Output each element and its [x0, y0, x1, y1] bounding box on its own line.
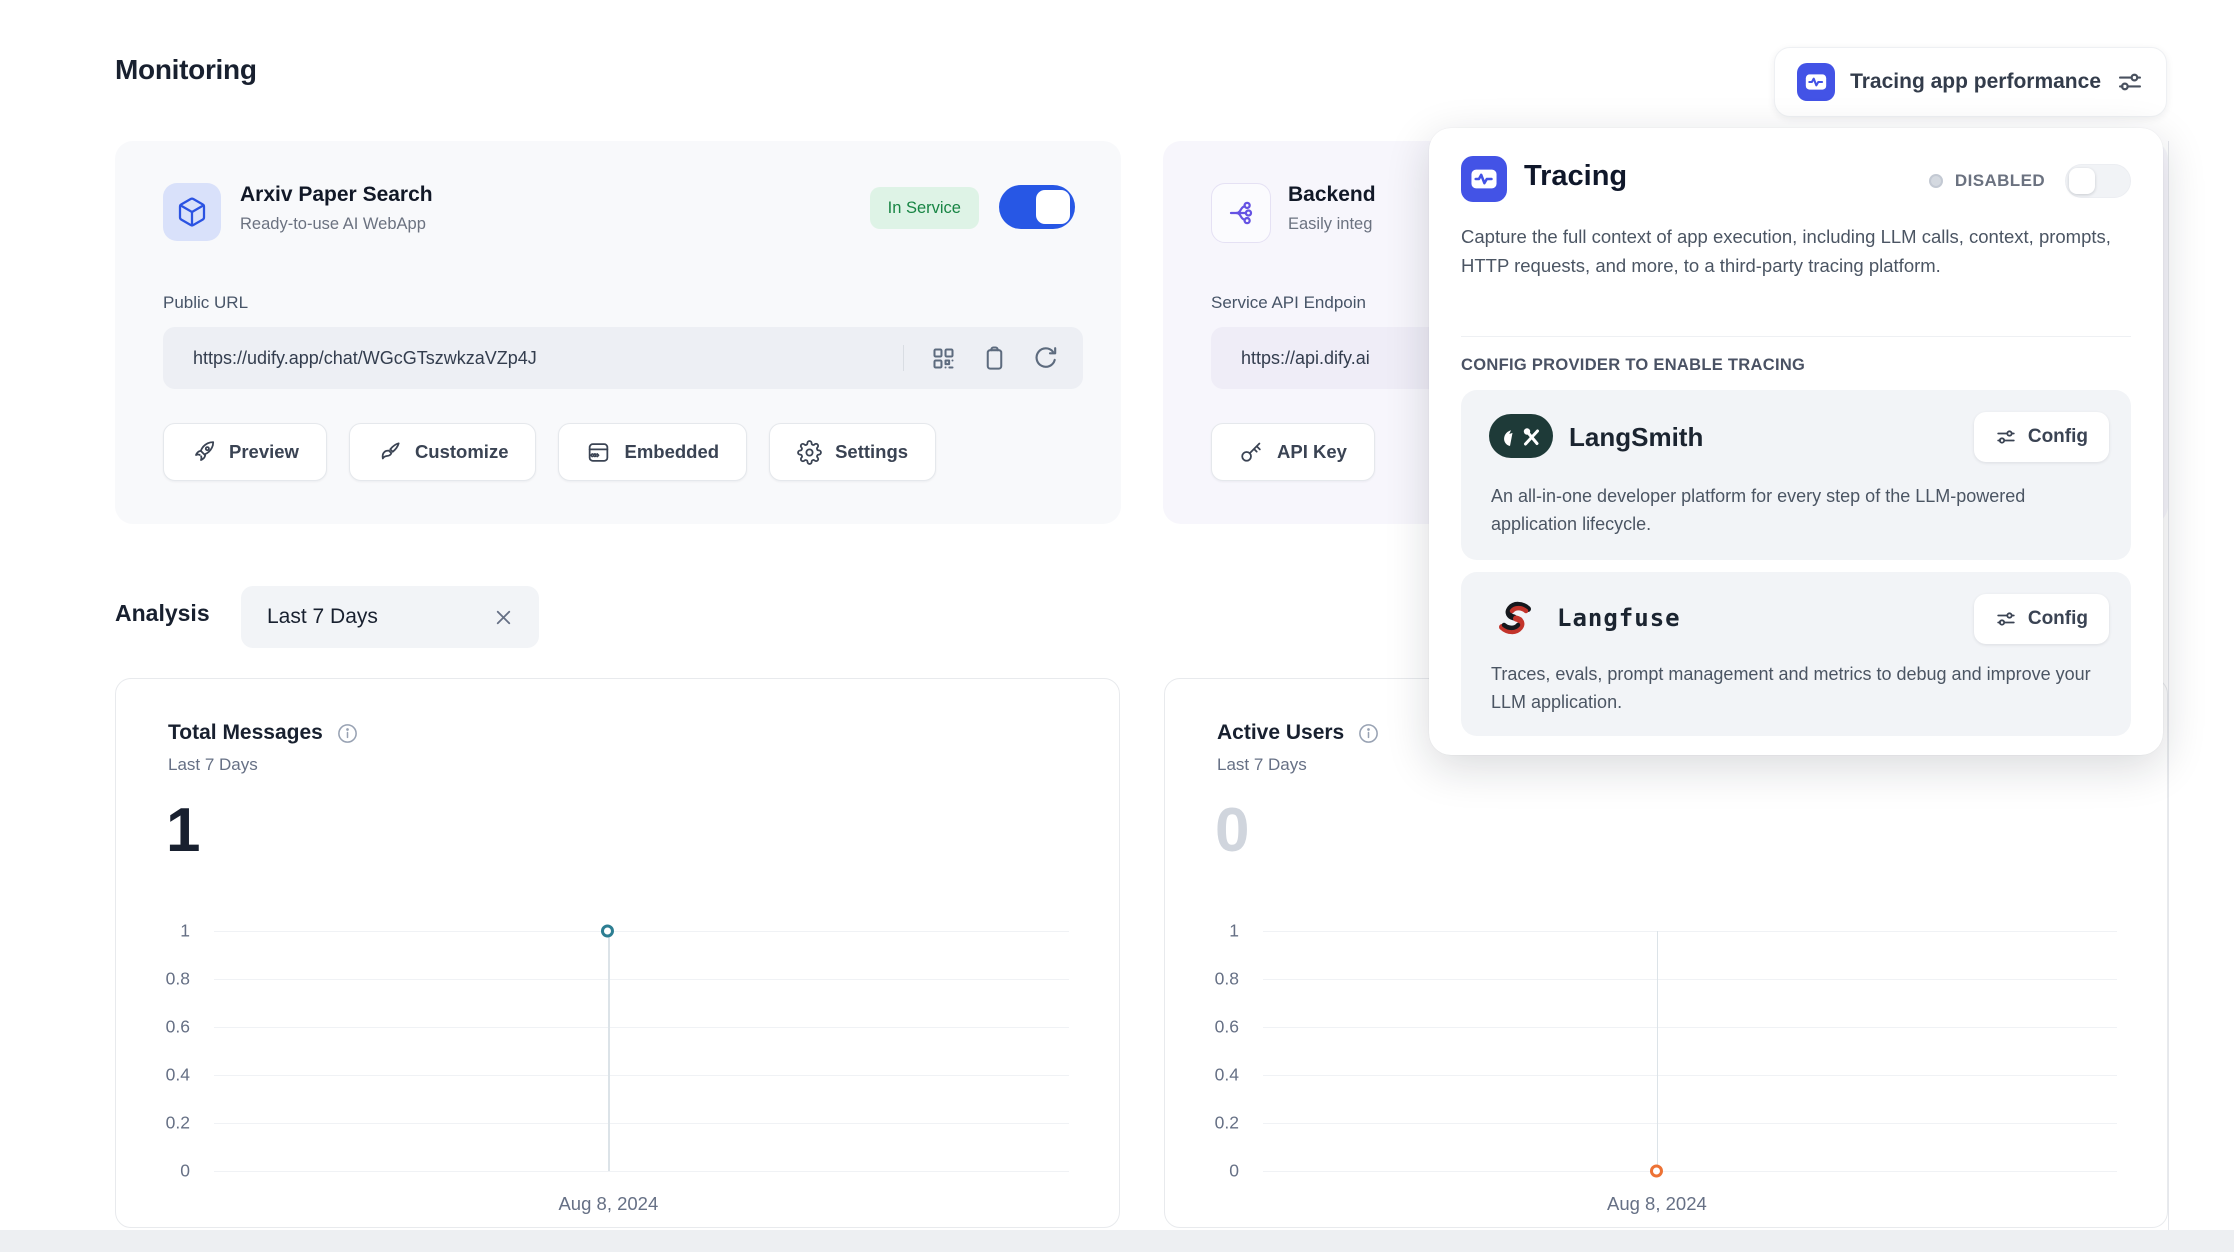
- langsmith-logo: [1489, 414, 1553, 458]
- webapp-enable-toggle[interactable]: [999, 185, 1075, 229]
- embedded-button[interactable]: Embedded: [558, 423, 748, 481]
- page-bottom-strip: [0, 1230, 2234, 1252]
- copy-icon[interactable]: [981, 345, 1008, 372]
- x-axis-label: Aug 8, 2024: [558, 1193, 659, 1214]
- embedded-label: Embedded: [624, 441, 720, 462]
- total-messages-card: Total Messages Last 7 Days 1 Aug 8, 2024…: [115, 678, 1120, 1228]
- status-dot: [1928, 174, 1943, 188]
- webapp-subtitle: Ready-to-use AI WebApp: [240, 215, 426, 233]
- langfuse-config-label: Config: [2027, 608, 2088, 629]
- divider: [903, 345, 904, 371]
- qr-code-icon[interactable]: [930, 345, 957, 372]
- backend-subtitle: Easily integ: [1288, 215, 1373, 233]
- divider: [1461, 336, 2131, 337]
- langfuse-logo: [1491, 594, 1539, 642]
- panel-divider: [2168, 141, 2169, 1230]
- webapp-title: Arxiv Paper Search: [240, 183, 433, 206]
- time-range-filter[interactable]: Last 7 Days: [241, 586, 539, 648]
- sliders-icon: [1995, 608, 2017, 630]
- total-messages-period: Last 7 Days: [168, 755, 258, 774]
- api-key-button[interactable]: API Key: [1211, 423, 1375, 481]
- data-point-marker: [1649, 1164, 1663, 1178]
- total-messages-title: Total Messages: [168, 721, 323, 744]
- langfuse-config-button[interactable]: Config: [1973, 594, 2109, 644]
- provider-card-langfuse: Langfuse Config Traces, evals, prompt ma…: [1461, 572, 2131, 736]
- active-users-plot: Aug 8, 2024 0 0.2 0.4 0.6 0.8 1: [1215, 921, 2117, 1214]
- refresh-icon[interactable]: [1032, 345, 1059, 372]
- api-key-label: API Key: [1277, 441, 1347, 462]
- total-messages-value: 1: [166, 796, 201, 865]
- public-url-value: https://udify.app/chat/WGcGTszwkzaVZp4J: [193, 347, 537, 368]
- total-messages-plot: Aug 8, 2024 0 0.2 0.4 0.6 0.8 1: [166, 921, 1069, 1214]
- customize-label: Customize: [414, 441, 509, 462]
- tracing-description: Capture the full context of app executio…: [1461, 226, 2111, 276]
- customize-button[interactable]: Customize: [348, 423, 537, 481]
- in-service-badge: In Service: [869, 187, 979, 229]
- paintbrush-icon: [377, 440, 402, 465]
- provider-card-langsmith: LangSmith Config An all-in-one developer…: [1461, 390, 2131, 560]
- tracing-status: DISABLED: [1954, 171, 2045, 190]
- service-api-endpoint-label: Service API Endpoin: [1211, 293, 1366, 312]
- active-users-title: Active Users: [1217, 721, 1345, 744]
- data-point-marker: [601, 924, 615, 938]
- public-url-box: https://udify.app/chat/WGcGTszwkzaVZp4J: [163, 327, 1083, 389]
- active-users-period: Last 7 Days: [1217, 755, 1307, 774]
- tracing-popup-title: Tracing: [1524, 160, 1628, 192]
- backend-title: Backend: [1288, 183, 1376, 206]
- x-axis-label: Aug 8, 2024: [1607, 1193, 1707, 1214]
- preview-label: Preview: [229, 441, 299, 462]
- public-url-label: Public URL: [163, 293, 249, 312]
- langfuse-description: Traces, evals, prompt management and met…: [1491, 664, 2091, 712]
- sliders-icon: [1995, 426, 2017, 448]
- info-icon[interactable]: [336, 722, 359, 745]
- tracing-app-performance-button[interactable]: Tracing app performance: [1774, 47, 2167, 117]
- sliders-icon: [2116, 68, 2144, 96]
- data-point-line: [1656, 931, 1659, 1171]
- gear-icon: [797, 439, 822, 465]
- langfuse-name: Langfuse: [1557, 604, 1681, 632]
- langsmith-description: An all-in-one developer platform for eve…: [1491, 486, 2026, 534]
- analysis-label: Analysis: [115, 600, 210, 626]
- tracing-pulse-icon: [1461, 156, 1507, 202]
- langsmith-config-button[interactable]: Config: [1973, 412, 2109, 462]
- langsmith-name: LangSmith: [1569, 422, 1704, 452]
- info-icon[interactable]: [1357, 722, 1380, 745]
- time-range-value: Last 7 Days: [267, 605, 378, 628]
- webapp-card: Arxiv Paper Search Ready-to-use AI WebAp…: [115, 141, 1121, 524]
- langsmith-config-label: Config: [2027, 426, 2088, 447]
- service-api-endpoint-value: https://api.dify.ai: [1241, 347, 1370, 368]
- key-icon: [1239, 440, 1264, 465]
- clear-filter-icon[interactable]: [492, 606, 515, 629]
- embed-window-icon: [586, 440, 611, 465]
- settings-label: Settings: [835, 441, 909, 462]
- tracing-popup: Tracing DISABLED Capture the full contex…: [1429, 128, 2163, 755]
- webapp-app-icon: [163, 183, 221, 241]
- data-point-line: [608, 931, 610, 1171]
- tracing-toggle[interactable]: [2065, 164, 2131, 198]
- tracing-pulse-icon: [1797, 63, 1836, 101]
- settings-button[interactable]: Settings: [769, 423, 937, 481]
- tracing-app-performance-label: Tracing app performance: [1850, 70, 2101, 93]
- active-users-card: Active Users Last 7 Days 0 Aug 8, 2024 0…: [1164, 678, 2168, 1228]
- rocket-icon: [191, 440, 216, 465]
- page-title: Monitoring: [115, 54, 257, 85]
- config-provider-section-label: CONFIG PROVIDER TO ENABLE TRACING: [1461, 356, 1806, 374]
- active-users-value: 0: [1215, 796, 1250, 865]
- preview-button[interactable]: Preview: [163, 423, 327, 481]
- api-icon: [1211, 183, 1271, 243]
